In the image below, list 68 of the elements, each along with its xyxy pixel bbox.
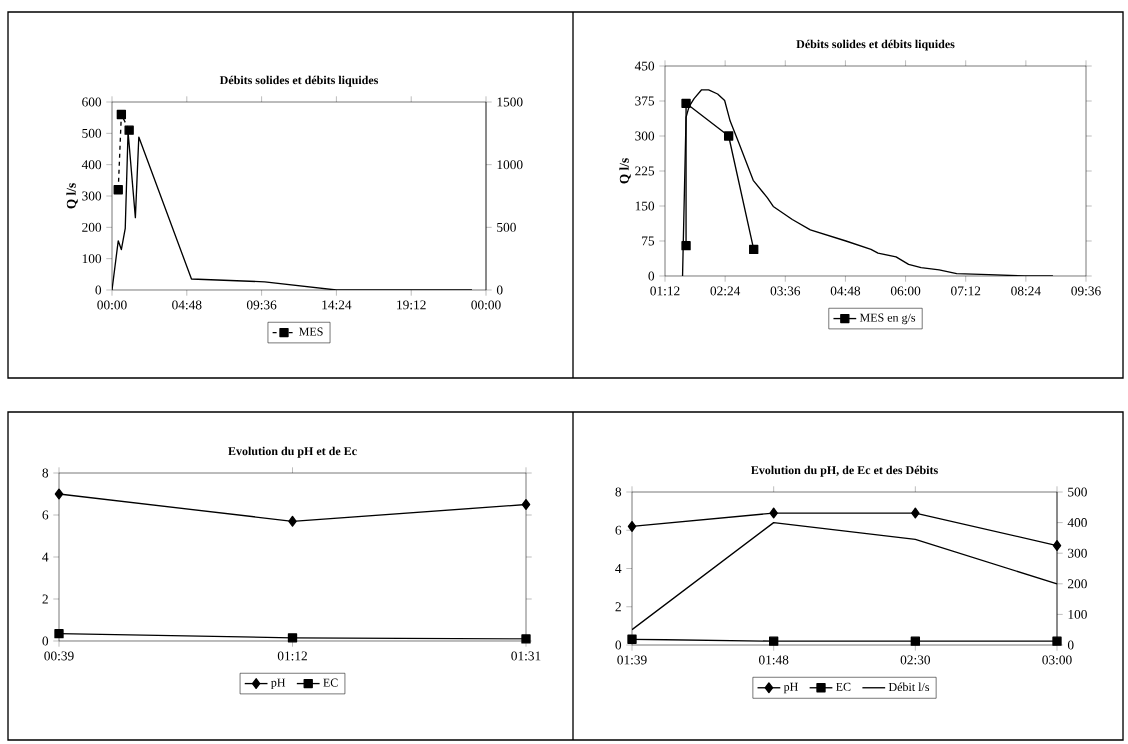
y-tick-label: 6 — [615, 525, 622, 535]
y-tick-label: 0 — [648, 271, 655, 281]
y2-tick-label: 400 — [1067, 518, 1087, 528]
y2-tick-label: 1000 — [497, 160, 523, 170]
y-tick-label: 0 — [95, 285, 102, 295]
x-tick-label: 01:39 — [617, 655, 647, 665]
y2-tick-label: 300 — [1068, 548, 1087, 558]
chart-title: Débits solides et débits liquides — [219, 75, 379, 87]
x-tick-label: 19:12 — [397, 300, 426, 310]
x-tick-label: 01:31 — [511, 651, 541, 661]
x-tick-label: 00:00 — [97, 300, 127, 310]
x-tick-label: 02:24 — [710, 286, 741, 296]
y2-tick-label: 200 — [1068, 579, 1087, 589]
legend-label: MES — [299, 327, 323, 336]
y-tick-label: 0 — [615, 640, 622, 650]
chart-title: Débits solides et débits liquides — [796, 39, 955, 51]
y-tick-label: 225 — [635, 166, 655, 176]
y-tick-label: 375 — [635, 96, 655, 106]
y2-tick-label: 500 — [497, 222, 516, 232]
y-tick-label: 300 — [635, 131, 655, 141]
legend-label: EC — [323, 678, 338, 687]
legend-label: Débit l/s — [888, 682, 930, 692]
y-tick-label: 2 — [615, 602, 621, 612]
x-tick-label: 01:12 — [650, 286, 680, 296]
x-tick-label: 08:24 — [1011, 286, 1041, 296]
y2-tick-label: 0 — [1067, 640, 1074, 650]
y2-tick-label: 100 — [1068, 609, 1087, 619]
y-tick-label: 450 — [634, 61, 655, 71]
legend-label: EC — [836, 682, 851, 691]
y-tick-label: 75 — [642, 236, 655, 246]
x-tick-label: 00:39 — [44, 651, 74, 661]
y-tick-label: 8 — [615, 487, 622, 497]
y-tick-label: 150 — [635, 201, 655, 211]
legend-label: pH — [783, 682, 798, 694]
y-axis-title: Q l/s — [66, 183, 78, 209]
x-tick-label: 04:48 — [172, 300, 202, 310]
y2-tick-label: 500 — [1068, 487, 1087, 497]
x-tick-label: 09:36 — [1071, 286, 1101, 296]
x-tick-label: 02:30 — [900, 655, 931, 665]
legend-label: MES en g/s — [859, 313, 916, 325]
x-tick-label: 03:36 — [770, 286, 801, 296]
x-tick-label: 09:36 — [246, 300, 277, 310]
legend-label: pH — [271, 678, 286, 690]
y-tick-label: 6 — [42, 510, 49, 520]
y-tick-label: 600 — [82, 97, 102, 107]
y2-tick-label: 1500 — [497, 97, 523, 107]
y-tick-label: 100 — [82, 254, 102, 264]
y-tick-label: 4 — [615, 564, 622, 573]
x-tick-label: 14:24 — [322, 300, 352, 310]
y2-tick-label: 0 — [496, 285, 503, 295]
chart-title: Evolution du pH et de Ec — [228, 446, 357, 458]
x-tick-label: 06:00 — [890, 286, 921, 296]
x-tick-label: 03:00 — [1042, 655, 1072, 665]
x-tick-label: 01:48 — [758, 655, 789, 665]
y-tick-label: 400 — [81, 160, 102, 170]
x-tick-label: 07:12 — [951, 286, 981, 296]
y-tick-label: 2 — [42, 594, 48, 604]
y-tick-label: 200 — [82, 222, 102, 232]
y-tick-label: 300 — [82, 191, 102, 201]
y-tick-label: 500 — [82, 128, 102, 138]
x-tick-label: 00:00 — [471, 300, 501, 310]
y-tick-label: 0 — [42, 636, 49, 646]
x-tick-label: 01:12 — [277, 651, 307, 661]
y-tick-label: 4 — [42, 552, 49, 562]
x-tick-label: 04:48 — [830, 286, 861, 296]
chart-title: Evolution du pH, de Ec et des Débits — [751, 465, 938, 477]
y-axis-title: Q l/s — [619, 158, 631, 184]
y-tick-label: 8 — [42, 468, 49, 478]
